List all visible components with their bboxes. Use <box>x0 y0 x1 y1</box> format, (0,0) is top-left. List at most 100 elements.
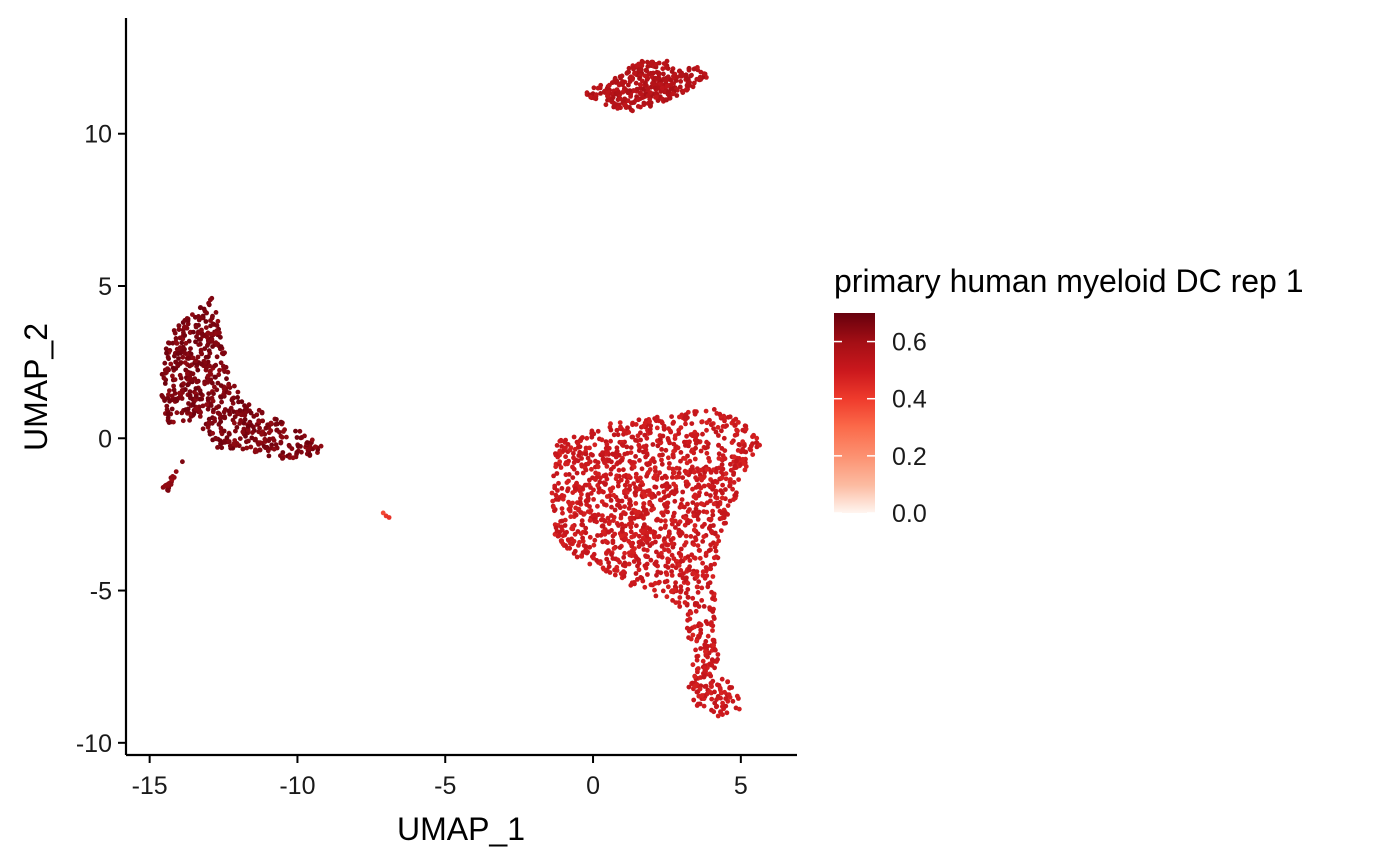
data-point <box>185 318 191 324</box>
data-point <box>700 501 706 507</box>
data-point <box>232 420 237 426</box>
data-point <box>648 557 654 563</box>
data-point <box>591 95 597 101</box>
data-point <box>711 709 717 715</box>
data-point <box>235 389 241 395</box>
data-point <box>240 446 246 452</box>
data-point <box>694 638 700 644</box>
data-point <box>720 424 726 429</box>
data-point <box>598 91 603 96</box>
data-point <box>716 465 722 471</box>
data-point <box>380 510 386 516</box>
data-point <box>652 561 658 567</box>
data-point <box>639 78 645 84</box>
data-point <box>179 348 184 354</box>
data-point <box>591 555 596 561</box>
data-point <box>670 452 676 458</box>
data-point <box>719 469 724 475</box>
data-point <box>618 458 624 464</box>
x-tick-label: -15 <box>132 772 168 800</box>
data-point <box>205 338 211 344</box>
data-point <box>662 579 668 585</box>
data-point <box>709 589 714 595</box>
color-legend: primary human myeloid DC rep 1 0.0 0.2 0.4… <box>834 263 1304 528</box>
data-point <box>659 483 665 489</box>
data-point <box>600 513 605 519</box>
data-point <box>701 604 707 609</box>
data-point <box>647 526 653 532</box>
data-point <box>562 523 568 528</box>
data-point <box>694 703 700 708</box>
data-point <box>716 442 721 448</box>
data-point <box>619 533 624 539</box>
data-point <box>550 498 556 504</box>
data-point <box>658 81 663 87</box>
data-point <box>634 523 639 529</box>
data-point <box>636 509 642 515</box>
data-point <box>616 498 622 504</box>
data-point <box>696 493 702 498</box>
data-point <box>673 525 678 530</box>
data-point <box>595 428 601 434</box>
data-point <box>559 493 565 498</box>
data-point <box>705 444 710 450</box>
data-point <box>697 555 703 561</box>
data-point <box>286 442 292 448</box>
data-point <box>622 550 627 556</box>
data-point <box>665 556 670 562</box>
data-point <box>638 475 643 481</box>
data-point <box>557 459 563 465</box>
data-point <box>295 443 301 449</box>
data-point <box>666 529 672 535</box>
data-point <box>587 518 593 523</box>
data-point <box>691 527 697 533</box>
data-point <box>653 484 659 490</box>
data-point <box>622 504 627 509</box>
data-point <box>587 544 593 550</box>
data-point <box>674 93 680 98</box>
data-point <box>629 515 635 521</box>
data-point <box>669 552 675 558</box>
data-point <box>573 482 579 487</box>
legend-tick-label: 0.0 <box>892 500 927 528</box>
data-point <box>567 507 573 512</box>
data-point <box>677 68 683 74</box>
data-point <box>609 504 614 510</box>
data-point <box>602 460 607 465</box>
data-point <box>203 325 209 330</box>
data-point <box>203 319 209 324</box>
data-point <box>644 547 650 553</box>
data-points <box>159 58 762 719</box>
data-point <box>708 673 714 679</box>
data-point <box>614 473 620 479</box>
data-point <box>187 374 193 380</box>
data-point <box>629 534 635 540</box>
data-point <box>554 471 560 476</box>
data-point <box>652 459 657 465</box>
data-point <box>658 570 664 576</box>
data-point <box>644 452 650 458</box>
data-point <box>735 428 740 434</box>
data-point <box>274 421 280 427</box>
data-point <box>558 465 564 470</box>
data-point <box>697 77 702 83</box>
data-point <box>708 542 714 548</box>
data-point <box>662 536 667 542</box>
data-point <box>731 454 737 460</box>
data-point <box>557 529 563 535</box>
data-point <box>600 523 606 529</box>
data-point <box>642 493 648 499</box>
data-point <box>708 422 714 428</box>
data-point <box>660 588 666 594</box>
data-point <box>213 331 219 336</box>
data-point <box>695 466 700 471</box>
data-point <box>683 421 688 427</box>
data-point <box>193 324 199 330</box>
data-point <box>606 457 612 463</box>
data-point <box>707 458 712 464</box>
data-point <box>553 492 559 498</box>
data-point <box>676 474 681 480</box>
data-point <box>587 477 592 483</box>
data-point <box>208 403 214 408</box>
data-point <box>688 610 694 616</box>
